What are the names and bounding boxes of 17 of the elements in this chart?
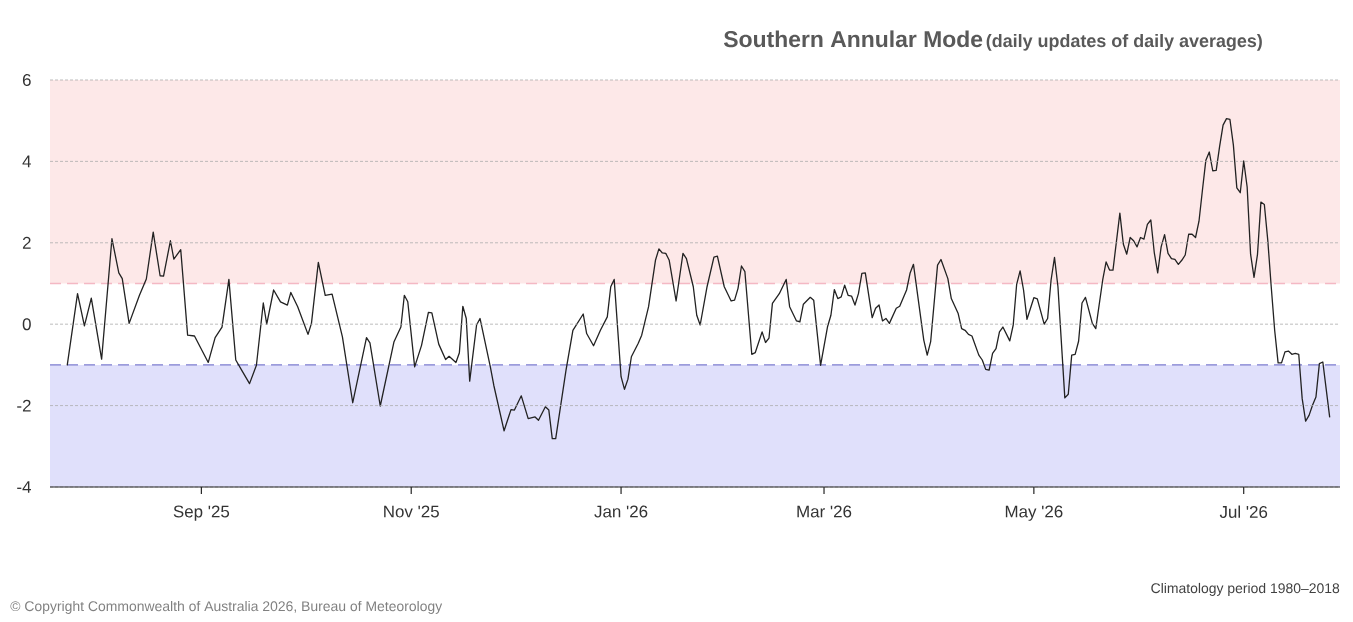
line-series	[66, 118, 1331, 440]
x-tick-label: Jan '26	[594, 505, 648, 518]
x-tick-label: May '26	[1005, 505, 1063, 521]
x-tick-label: Jul '26	[1219, 505, 1268, 518]
y-tick-label: -4	[17, 481, 31, 493]
y-tick-label: 0	[22, 318, 31, 331]
y-tick-label: 4	[22, 155, 31, 168]
text: © Copyright Commonwealth of Australia 2026, Bureau of Meteorology	[10, 600, 443, 614]
text: Climatology period 1980–2018	[1151, 582, 1340, 596]
chart-subtitle: (daily updates of daily averages)	[986, 33, 1262, 51]
y-tick-label: -2	[17, 399, 31, 412]
y-tick-label: 6	[22, 73, 31, 86]
chart-title: Southern Annular Mode	[723, 30, 983, 48]
y-tick-label: 2	[22, 236, 31, 249]
x-tick-label: Nov '25	[384, 505, 439, 518]
x-tick-label: Mar '26	[797, 505, 852, 518]
x-tick-label: Sep '25	[173, 505, 230, 521]
